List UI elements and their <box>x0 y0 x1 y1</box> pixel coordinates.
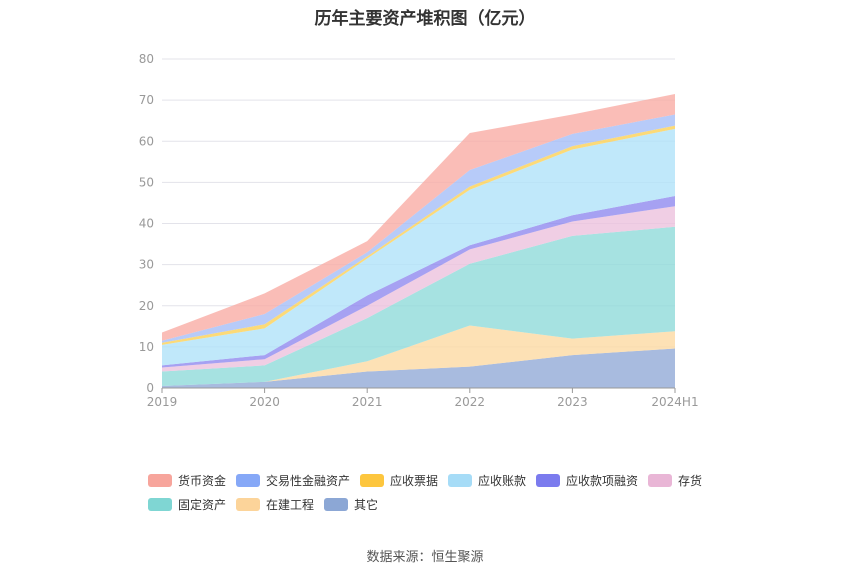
legend-swatch <box>236 474 260 487</box>
area-series-3 <box>162 206 675 372</box>
legend-swatch <box>148 474 172 487</box>
y-tick-label: 80 <box>139 52 154 66</box>
legend-item[interactable]: 货币资金 <box>148 472 226 489</box>
legend-swatch <box>536 474 560 487</box>
legend-swatch <box>324 498 348 511</box>
x-tick-label: 2022 <box>455 395 486 409</box>
legend-label: 应收票据 <box>390 474 439 488</box>
source-note: 数据来源：恒生聚源 <box>366 550 484 565</box>
legend-label: 交易性金融资产 <box>266 474 351 488</box>
x-tick-label: 2024H1 <box>651 395 698 409</box>
y-tick-label: 10 <box>139 340 154 354</box>
legend-label: 其它 <box>354 498 379 512</box>
x-tick-label: 2021 <box>352 395 383 409</box>
legend-item[interactable]: 在建工程 <box>236 496 314 513</box>
chart-title: 历年主要资产堆积图（亿元） <box>314 9 536 29</box>
area-series-1 <box>162 325 675 386</box>
x-tick-label: 2019 <box>147 395 178 409</box>
legend-item[interactable]: 存货 <box>648 472 702 489</box>
legend-item[interactable]: 交易性金融资产 <box>236 472 350 489</box>
y-tick-label: 40 <box>139 217 154 231</box>
x-tick-label: 2020 <box>249 395 280 409</box>
legend-item[interactable]: 应收票据 <box>360 472 438 489</box>
legend-item[interactable]: 应收款项融资 <box>536 472 638 489</box>
legend-label: 存货 <box>678 474 703 488</box>
y-tick-label: 30 <box>139 258 154 272</box>
legend-label: 应收款项融资 <box>566 474 639 488</box>
area-series-2 <box>162 226 675 386</box>
y-tick-label: 50 <box>139 175 154 189</box>
legend-item[interactable]: 固定资产 <box>148 496 226 513</box>
legend-item[interactable]: 应收账款 <box>448 472 526 489</box>
legend-label: 货币资金 <box>178 474 227 488</box>
legend-swatch <box>148 498 172 511</box>
legend-label: 固定资产 <box>178 498 227 512</box>
legend-swatch <box>236 498 260 511</box>
legend-swatch <box>448 474 472 487</box>
legend-swatch <box>360 474 384 487</box>
y-tick-label: 0 <box>146 381 154 395</box>
legend-label: 应收账款 <box>478 474 527 488</box>
area-series-5 <box>162 128 675 366</box>
y-tick-label: 20 <box>139 299 154 313</box>
area-series-4 <box>162 195 675 368</box>
area-series-8 <box>162 93 675 341</box>
y-tick-label: 70 <box>139 93 154 107</box>
legend-swatch <box>648 474 672 487</box>
x-tick-label: 2023 <box>557 395 588 409</box>
legend-label: 在建工程 <box>266 498 315 512</box>
area-series-0 <box>162 348 675 388</box>
legend-item[interactable]: 其它 <box>324 496 378 513</box>
y-tick-label: 60 <box>139 134 154 148</box>
